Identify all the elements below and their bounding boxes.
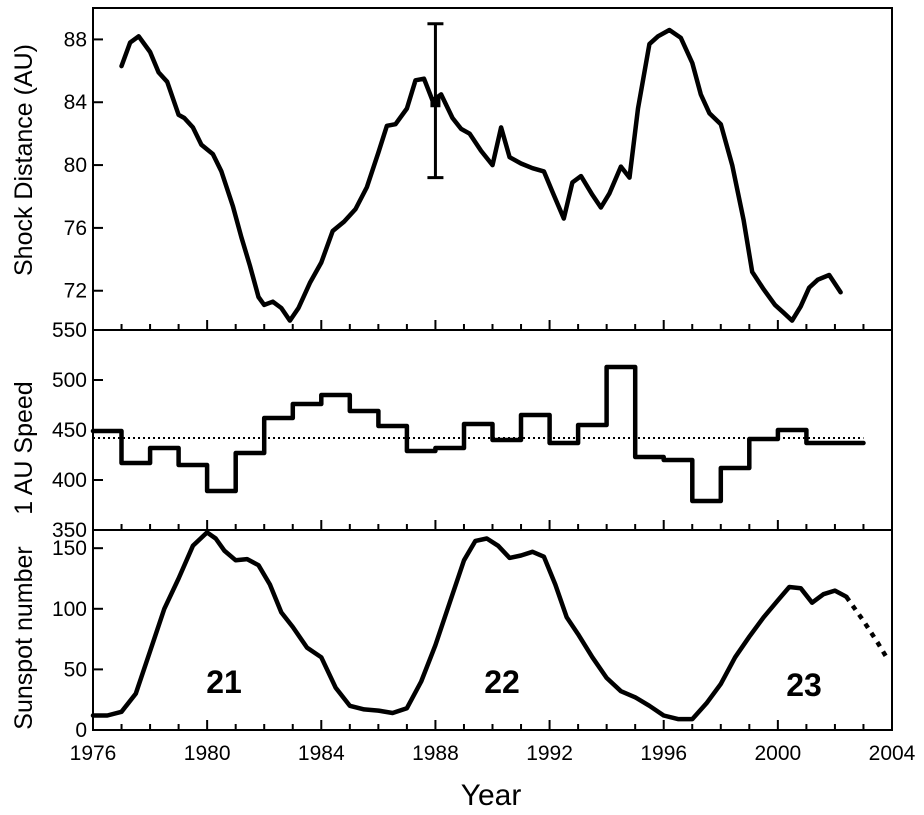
panel-0-ytick-label: 84 xyxy=(64,91,88,114)
tick-labels: 72 76 80 84 88 350 400 450 500 550 0 50 100 150 1976 19… xyxy=(52,28,916,765)
panel-1-ytick-label: 550 xyxy=(52,319,87,342)
solar-wind-speed-step-line xyxy=(90,364,866,504)
middle-panel-ylabel: 1 AU Speed xyxy=(10,381,38,514)
shock-distance-line xyxy=(119,27,843,323)
xtick-label: 1988 xyxy=(412,742,459,765)
bottom-panel-frame xyxy=(92,529,893,731)
cycle-label-23: 23 xyxy=(786,667,822,703)
panel-0-ytick-label: 80 xyxy=(64,154,87,177)
xtick-label: 1992 xyxy=(526,742,573,765)
panel-1-ytick-label: 350 xyxy=(52,519,87,542)
panel-2-ytick-label: 0 xyxy=(75,719,87,742)
xtick-label: 1996 xyxy=(640,742,687,765)
panel-1-ytick-label: 500 xyxy=(52,369,87,392)
panel-0-ytick-label: 88 xyxy=(64,28,87,51)
cycle-label-21: 21 xyxy=(206,664,242,700)
top-panel-frame xyxy=(92,7,893,331)
xtick-label: 1980 xyxy=(184,742,231,765)
bottom-panel-ylabel: Sunspot number xyxy=(10,546,38,729)
cycle-label-22: 22 xyxy=(484,664,520,700)
panel-0-ytick-label: 72 xyxy=(64,280,87,303)
shock-distance-error-bar xyxy=(427,22,444,180)
x-axis-title: Year xyxy=(461,779,522,812)
error-bar-point xyxy=(430,97,441,108)
xtick-label: 1976 xyxy=(70,742,117,765)
top-panel-ylabel: Shock Distance (AU) xyxy=(10,44,38,276)
panel-1-ytick-label: 450 xyxy=(52,419,87,442)
panel-0-ytick-label: 76 xyxy=(64,217,87,240)
panel-1-ytick-label: 400 xyxy=(52,469,87,492)
tick-marks xyxy=(92,38,893,731)
panel-2-ytick-label: 100 xyxy=(52,598,87,621)
panel-2-ytick-label: 50 xyxy=(64,658,87,681)
xtick-label: 1984 xyxy=(298,742,345,765)
xtick-label: 2004 xyxy=(869,742,916,765)
sunspot-forecast-line xyxy=(844,595,890,661)
xtick-label: 2000 xyxy=(754,742,801,765)
sunspot-number-line xyxy=(90,530,849,722)
panel-2-ytick-label: 150 xyxy=(52,537,87,560)
